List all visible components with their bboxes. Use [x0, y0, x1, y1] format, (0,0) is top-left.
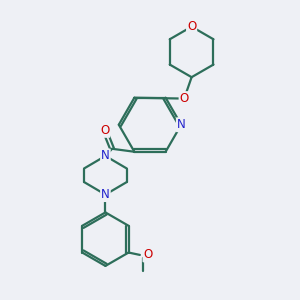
Text: N: N: [101, 188, 110, 201]
Text: O: O: [187, 20, 196, 33]
Text: N: N: [177, 118, 186, 131]
Text: O: O: [100, 124, 109, 137]
Text: N: N: [101, 149, 110, 162]
Text: O: O: [143, 248, 153, 261]
Text: O: O: [180, 92, 189, 105]
